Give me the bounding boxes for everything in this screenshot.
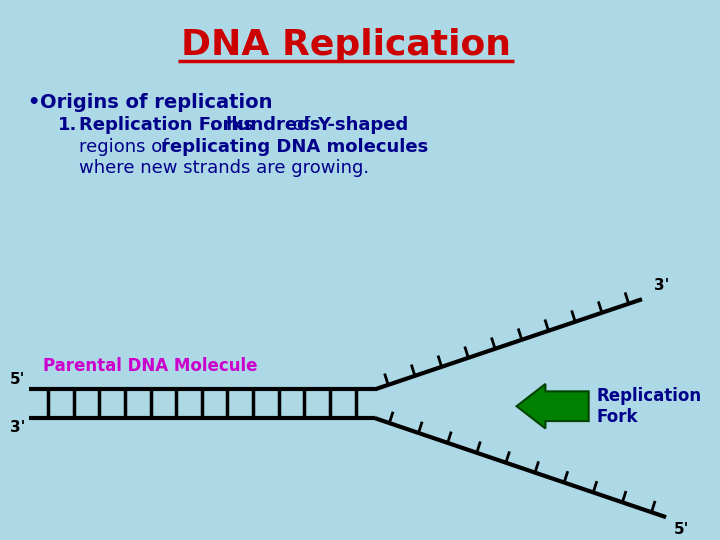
Text: 3': 3' <box>654 278 669 293</box>
Text: DNA Replication: DNA Replication <box>181 28 511 62</box>
Text: replicating DNA molecules: replicating DNA molecules <box>161 138 428 156</box>
Text: 1.: 1. <box>58 116 77 134</box>
Text: Origins of replication: Origins of replication <box>40 92 273 112</box>
Text: hundreds: hundreds <box>225 116 321 134</box>
Text: 3': 3' <box>9 420 25 435</box>
Text: •: • <box>27 92 40 112</box>
Text: Replication
Fork: Replication Fork <box>596 387 701 426</box>
Text: regions of: regions of <box>78 138 174 156</box>
Text: 5': 5' <box>9 373 25 387</box>
Text: :: : <box>210 116 222 134</box>
Text: Replication Forks: Replication Forks <box>78 116 254 134</box>
Polygon shape <box>516 384 589 429</box>
Text: Parental DNA Molecule: Parental DNA Molecule <box>43 357 258 375</box>
Text: where new strands are growing.: where new strands are growing. <box>78 159 369 178</box>
Text: 5': 5' <box>674 522 689 537</box>
Text: of: of <box>287 116 316 134</box>
Text: Y-shaped: Y-shaped <box>318 116 409 134</box>
